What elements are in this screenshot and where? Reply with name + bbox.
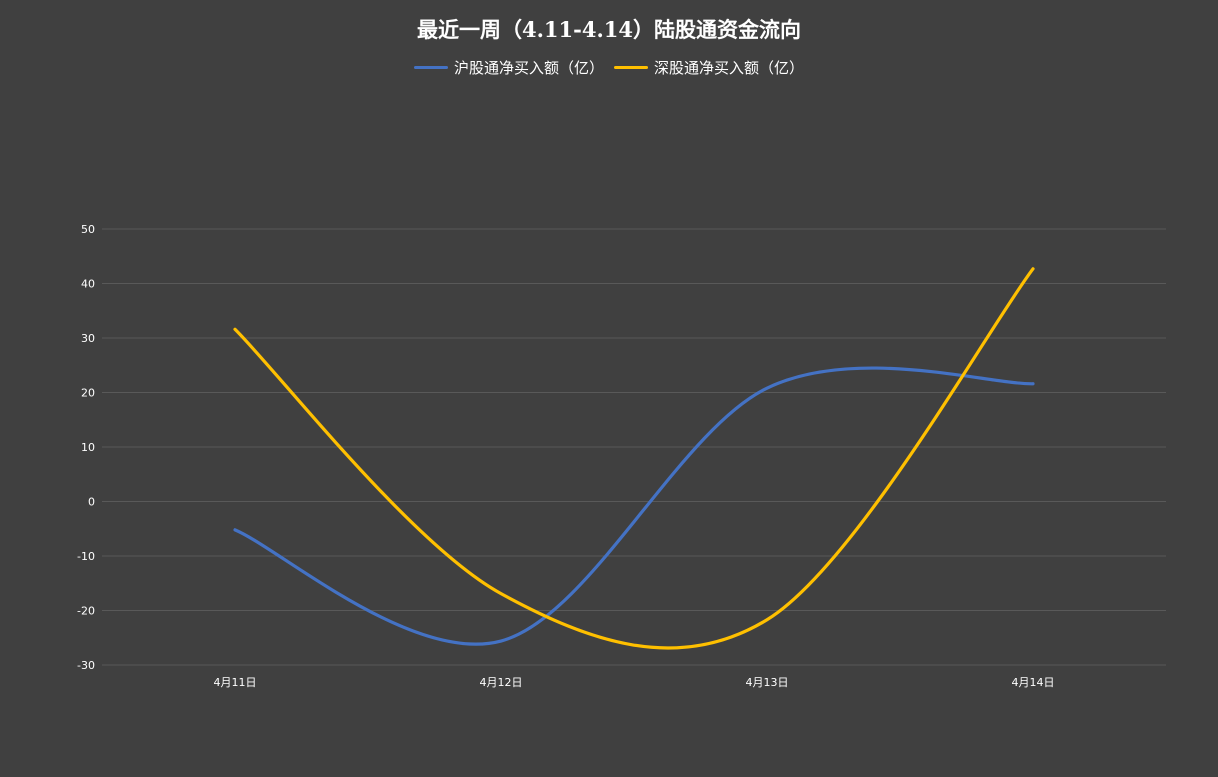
y-axis-ticks: 50 40 30 20 10 0 -10 -20 -30 [77, 223, 95, 672]
series-lines [233, 267, 1035, 650]
legend-swatch-sz [614, 66, 648, 69]
series-line-sh [233, 366, 1035, 646]
gridlines [102, 228, 1166, 666]
legend-item-sz: 深股通净买入额（亿） [614, 57, 804, 78]
y-tick-label: 30 [81, 332, 95, 345]
legend-swatch-sh [413, 66, 448, 69]
y-tick-label: 10 [81, 441, 95, 454]
legend-item-sh: 沪股通净买入额（亿） [413, 57, 604, 78]
y-tick-label: -10 [77, 550, 95, 563]
legend: 沪股通净买入额（亿） 深股通净买入额（亿） [0, 57, 1218, 78]
x-axis-ticks: 4月11日 4月12日 4月13日 4月14日 [214, 676, 1055, 689]
series-line-sz [233, 267, 1035, 650]
y-tick-label: -20 [77, 605, 95, 618]
legend-label-sz: 深股通净买入额（亿） [654, 59, 805, 77]
y-tick-label: 0 [88, 496, 95, 509]
x-tick-label: 4月11日 [214, 676, 257, 689]
y-tick-label: 40 [81, 278, 95, 291]
y-tick-label: 50 [81, 223, 95, 236]
y-tick-label: 20 [81, 387, 95, 400]
y-tick-label: -30 [77, 659, 95, 672]
legend-label-sh: 沪股通净买入额（亿） [453, 59, 604, 77]
x-tick-label: 4月12日 [480, 676, 523, 689]
x-tick-label: 4月14日 [1012, 676, 1055, 689]
chart-title: 最近一周（4.11-4.14）陆股通资金流向 [416, 17, 801, 42]
x-tick-label: 4月13日 [746, 676, 789, 689]
